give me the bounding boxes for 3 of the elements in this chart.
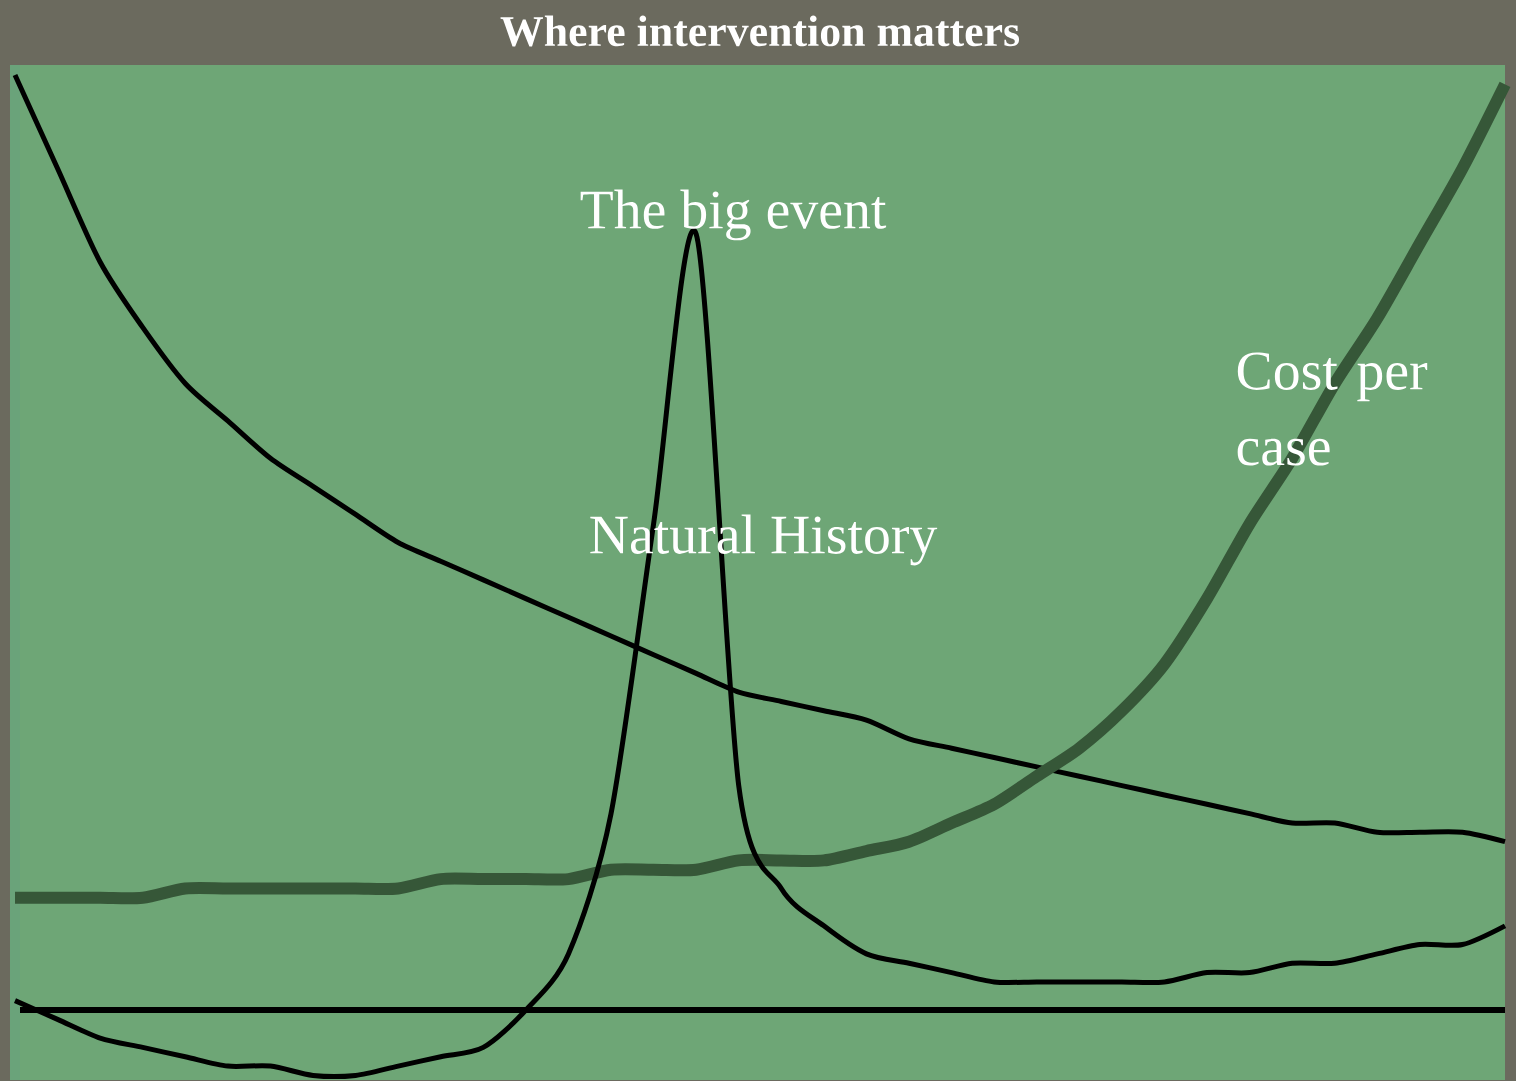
annotation: The big event xyxy=(580,189,887,241)
series-label: Cost per case xyxy=(1237,352,1428,466)
chart-title: Where intervention matters xyxy=(500,15,1020,47)
